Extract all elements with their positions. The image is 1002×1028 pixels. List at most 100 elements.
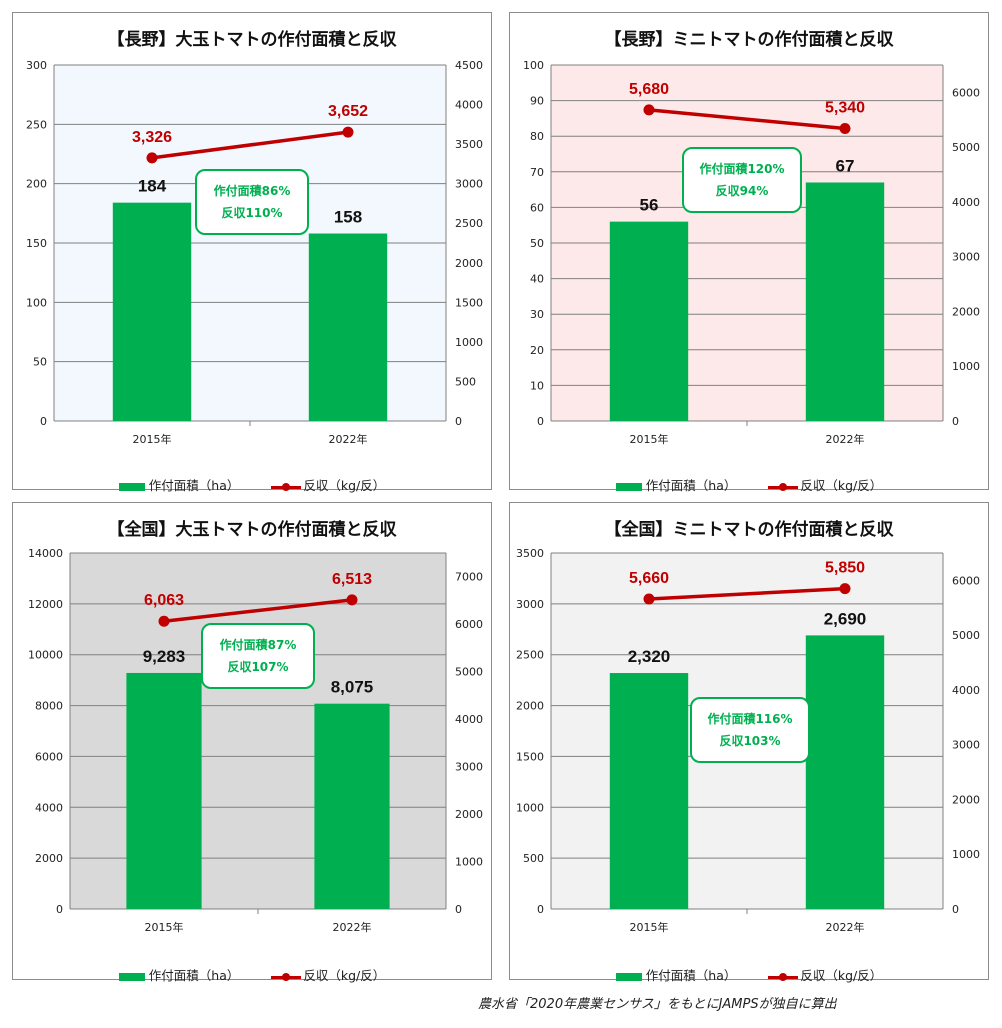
- y-right-tick-label: 1000: [952, 360, 980, 373]
- y-left-tick-label: 12000: [28, 598, 63, 611]
- ratio-area-label: 作付面積116%: [707, 712, 793, 726]
- chart-canvas: 0501001502002503000500100015002000250030…: [26, 59, 483, 446]
- y-right-tick-label: 6000: [952, 86, 980, 99]
- y-right-tick-label: 4500: [455, 59, 483, 72]
- y-right-tick-label: 500: [455, 375, 476, 388]
- legend-item-area: 作付面積（ha）: [118, 475, 240, 494]
- yield-line: [648, 108, 846, 131]
- legend-item-area: 作付面積（ha）: [615, 965, 737, 984]
- y-right-tick-label: 0: [455, 415, 462, 428]
- y-right-tick-label: 3000: [455, 761, 483, 774]
- y-right-tick-label: 5000: [952, 629, 980, 642]
- bar-value-label: 2,690: [824, 609, 867, 628]
- y-right-tick-label: 4000: [455, 99, 483, 112]
- yield-point: [839, 583, 851, 595]
- y-left-tick-label: 100: [26, 296, 47, 309]
- legend-bar-swatch: [118, 972, 145, 981]
- y-left-tick-label: 500: [523, 852, 544, 865]
- chart-legend: 作付面積（ha） 反収（kg/反）: [13, 475, 491, 494]
- y-right-tick-label: 2500: [455, 217, 483, 230]
- ratio-area-label: 作付面積86%: [213, 184, 291, 198]
- y-right-tick-label: 0: [952, 903, 959, 916]
- legend-bar-label: 作付面積（ha）: [645, 478, 737, 493]
- y-left-tick-label: 1500: [516, 750, 544, 763]
- legend-line-label: 反収（kg/反）: [800, 968, 883, 983]
- legend-item-area: 作付面積（ha）: [615, 475, 737, 494]
- yield-point: [158, 615, 170, 627]
- y-left-tick-label: 14000: [28, 547, 63, 560]
- y-left-tick-label: 200: [26, 178, 47, 191]
- x-tick-label: 2015年: [145, 920, 184, 934]
- yield-line: [163, 598, 353, 623]
- legend-bar-swatch: [615, 972, 642, 981]
- y-left-tick-label: 50: [530, 237, 544, 250]
- legend-bar-swatch: [615, 482, 642, 491]
- legend-line-label: 反収（kg/反）: [303, 478, 386, 493]
- bar: [314, 703, 390, 909]
- yield-value-label: 5,660: [629, 570, 669, 587]
- yield-line: [151, 130, 349, 160]
- y-left-tick-label: 90: [530, 95, 544, 108]
- legend-item-area: 作付面積（ha）: [118, 965, 240, 984]
- legend-bar-label: 作付面積（ha）: [645, 968, 737, 983]
- y-left-tick-label: 250: [26, 118, 47, 131]
- legend-item-yield: 反収（kg/反）: [271, 475, 385, 494]
- x-tick-label: 2015年: [133, 432, 172, 446]
- bar-value-label: 158: [334, 208, 362, 227]
- y-right-tick-label: 0: [455, 903, 462, 916]
- y-left-tick-label: 2000: [35, 852, 63, 865]
- legend-item-yield: 反収（kg/反）: [768, 475, 882, 494]
- source-note: 農水省「2020年農業センサス」をもとにJAMPSが独自に算出: [478, 997, 837, 1012]
- y-left-tick-label: 0: [56, 903, 63, 916]
- y-right-tick-label: 7000: [455, 571, 483, 584]
- y-left-tick-label: 10000: [28, 649, 63, 662]
- x-tick-label: 2015年: [630, 920, 669, 934]
- chart-title: 【長野】ミニトマトの作付面積と反収: [604, 30, 894, 50]
- bar-value-label: 67: [836, 156, 855, 175]
- y-left-tick-label: 0: [537, 903, 544, 916]
- bar-value-label: 9,283: [143, 647, 186, 666]
- y-right-tick-label: 4000: [952, 196, 980, 209]
- y-right-tick-label: 1000: [455, 856, 483, 869]
- y-right-tick-label: 2000: [455, 257, 483, 270]
- y-right-tick-label: 3000: [952, 739, 980, 752]
- y-left-tick-label: 10: [530, 379, 544, 392]
- legend-item-yield: 反収（kg/反）: [768, 965, 882, 984]
- ratio-yield-label: 反収110%: [221, 206, 283, 220]
- y-right-tick-label: 1000: [455, 336, 483, 349]
- chart-panel-national-mini-tomato: 【全国】ミニトマトの作付面積と反収 0 500 1000 1500 2000 2500 30…: [509, 502, 989, 983]
- y-left-tick-label: 300: [26, 59, 47, 72]
- ratio-annotation-box: 作付面積116% 反収103%: [690, 697, 810, 763]
- chart-canvas: 0102030405060708090100010002000300040005…: [523, 59, 980, 446]
- y-right-tick-label: 1500: [455, 296, 483, 309]
- bar: [609, 673, 689, 909]
- y-right-tick-label: 5000: [952, 141, 980, 154]
- chart-panel-nagano-mini-tomato: 【長野】ミニトマトの作付面積と反収 0 10 20 30 40 50 60 70 80 90 100…: [509, 12, 989, 493]
- yield-value-label: 5,850: [825, 560, 865, 577]
- y-left-tick-label: 3000: [516, 598, 544, 611]
- y-right-tick-label: 2000: [952, 793, 980, 806]
- ratio-area-label: 作付面積87%: [219, 638, 297, 652]
- bar: [805, 635, 885, 909]
- bar: [112, 202, 192, 421]
- y-left-tick-label: 60: [530, 201, 544, 214]
- legend-bar-label: 作付面積（ha）: [148, 478, 240, 493]
- y-left-tick-label: 8000: [35, 700, 63, 713]
- legend-line-swatch: [768, 972, 799, 982]
- legend-item-yield: 反収（kg/反）: [271, 965, 385, 984]
- y-left-tick-label: 1000: [516, 801, 544, 814]
- y-left-tick-label: 0: [537, 415, 544, 428]
- chart-legend: 作付面積（ha） 反収（kg/反）: [510, 475, 988, 494]
- y-left-tick-label: 50: [33, 356, 47, 369]
- yield-value-label: 5,680: [629, 81, 669, 98]
- yield-point: [839, 123, 851, 135]
- bar-value-label: 2,320: [628, 647, 671, 666]
- yield-point: [643, 593, 655, 605]
- y-right-tick-label: 4000: [455, 713, 483, 726]
- legend-line-swatch: [271, 482, 302, 492]
- legend-bar-label: 作付面積（ha）: [148, 968, 240, 983]
- chart-canvas: 0 2000 4000 6000 8000 10000 12000 14000 0 1000 200…: [28, 547, 483, 934]
- bar-value-label: 8,075: [331, 678, 374, 697]
- yield-value-label: 6,513: [332, 571, 372, 588]
- legend-line-label: 反収（kg/反）: [800, 478, 883, 493]
